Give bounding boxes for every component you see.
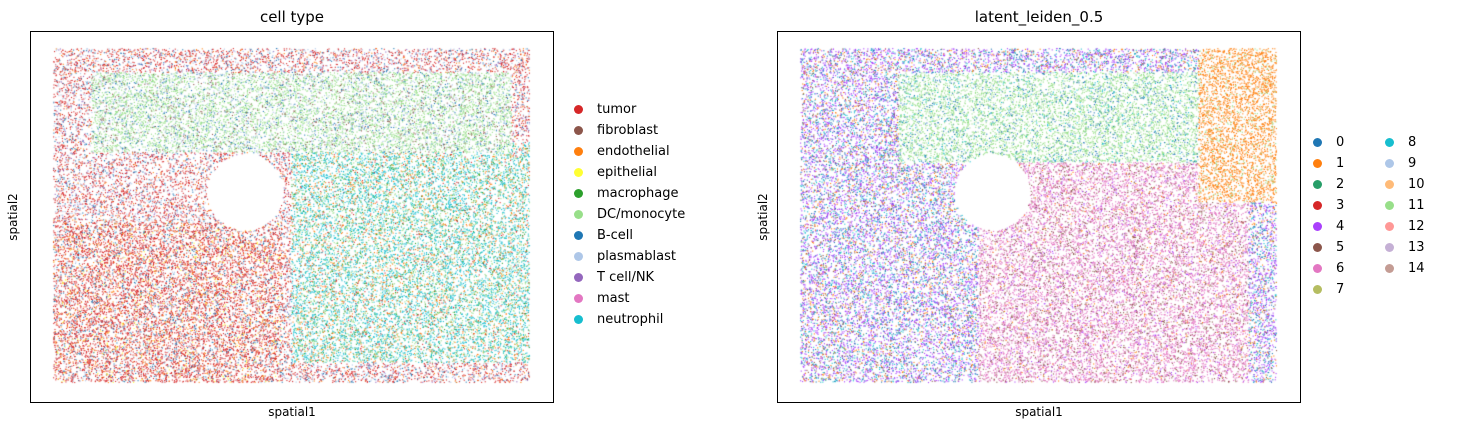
legend-marker <box>1385 138 1394 147</box>
legend-marker <box>574 168 583 177</box>
legend-item: 0 <box>1313 135 1344 150</box>
legend-label: 9 <box>1408 156 1417 171</box>
legend-label: endothelial <box>597 144 670 159</box>
legend-item: 7 <box>1313 282 1344 297</box>
legend-label: 10 <box>1408 177 1425 192</box>
legend-item: tumor <box>574 102 636 117</box>
legend-item: 12 <box>1385 219 1425 234</box>
legend-item: T cell/NK <box>574 270 654 285</box>
legend-marker <box>1313 243 1322 252</box>
legend-marker <box>574 273 583 282</box>
legend-item: 4 <box>1313 219 1344 234</box>
legend-item: 1 <box>1313 156 1344 171</box>
legend-marker <box>574 126 583 135</box>
legend-label: 8 <box>1408 135 1417 150</box>
legend-item: 13 <box>1385 240 1425 255</box>
legend-label: 0 <box>1336 135 1345 150</box>
legend-marker <box>1313 180 1322 189</box>
legend-marker <box>574 147 583 156</box>
legend-label: 4 <box>1336 219 1345 234</box>
legend-label: 12 <box>1408 219 1425 234</box>
legend-label: 14 <box>1408 261 1425 276</box>
legend-marker <box>1385 243 1394 252</box>
chart-title-cell-type: cell type <box>259 8 325 26</box>
y-axis-label-latent-leiden: spatial2 <box>756 193 770 241</box>
legend-item: 3 <box>1313 198 1344 213</box>
legend-item: 14 <box>1385 261 1425 276</box>
legend-marker <box>1313 138 1322 147</box>
legend-label: tumor <box>597 102 637 117</box>
legend-item: 2 <box>1313 177 1344 192</box>
scatter-points-cell-type <box>31 32 553 402</box>
legend-marker <box>574 315 583 324</box>
legend-item: DC/monocyte <box>574 207 685 222</box>
legend-item: fibroblast <box>574 123 658 138</box>
scatter-points-latent-leiden <box>778 32 1300 402</box>
legend-item: 6 <box>1313 261 1344 276</box>
legend-label: epithelial <box>597 165 657 180</box>
legend-marker <box>574 294 583 303</box>
legend-item: mast <box>574 291 630 306</box>
legend-label: 2 <box>1336 177 1345 192</box>
legend-marker <box>1313 159 1322 168</box>
legend-label: 5 <box>1336 240 1345 255</box>
legend-label: 13 <box>1408 240 1425 255</box>
legend-label: macrophage <box>597 186 679 201</box>
legend-marker <box>574 252 583 261</box>
legend-marker <box>1385 201 1394 210</box>
legend-marker <box>1313 201 1322 210</box>
legend-label: fibroblast <box>597 123 659 138</box>
legend-label: DC/monocyte <box>597 207 686 222</box>
legend-label: 3 <box>1336 198 1345 213</box>
legend-label: 1 <box>1336 156 1345 171</box>
scatter-plot-cell-type <box>30 31 554 403</box>
legend-marker <box>1385 264 1394 273</box>
legend-item: B-cell <box>574 228 633 243</box>
legend-label: mast <box>597 291 630 306</box>
legend-item: 11 <box>1385 198 1425 213</box>
x-axis-label-cell-type: spatial1 <box>268 405 316 419</box>
legend-item: 10 <box>1385 177 1425 192</box>
x-axis-label-latent-leiden: spatial1 <box>1015 405 1063 419</box>
legend-label: plasmablast <box>597 249 676 264</box>
chart-title-latent-leiden: latent_leiden_0.5 <box>974 8 1104 26</box>
legend-item: endothelial <box>574 144 670 159</box>
legend-marker <box>574 231 583 240</box>
legend-item: plasmablast <box>574 249 676 264</box>
legend-marker <box>1313 285 1322 294</box>
legend-item: 5 <box>1313 240 1344 255</box>
legend-label: 7 <box>1336 282 1345 297</box>
legend-marker <box>574 210 583 219</box>
scatter-plot-latent-leiden <box>777 31 1301 403</box>
legend-item: macrophage <box>574 186 679 201</box>
legend-marker <box>1313 264 1322 273</box>
legend-marker <box>1385 159 1394 168</box>
legend-marker <box>1385 180 1394 189</box>
legend-label: 11 <box>1408 198 1425 213</box>
legend-label: B-cell <box>597 228 633 243</box>
legend-label: 6 <box>1336 261 1345 276</box>
legend-marker <box>1385 222 1394 231</box>
y-axis-label-cell-type: spatial2 <box>6 193 20 241</box>
legend-marker <box>574 105 583 114</box>
legend-label: neutrophil <box>597 312 664 327</box>
legend-item: epithelial <box>574 165 657 180</box>
legend-label: T cell/NK <box>597 270 655 285</box>
legend-item: neutrophil <box>574 312 663 327</box>
legend-item: 9 <box>1385 156 1416 171</box>
legend-item: 8 <box>1385 135 1416 150</box>
legend-marker <box>1313 222 1322 231</box>
legend-marker <box>574 189 583 198</box>
